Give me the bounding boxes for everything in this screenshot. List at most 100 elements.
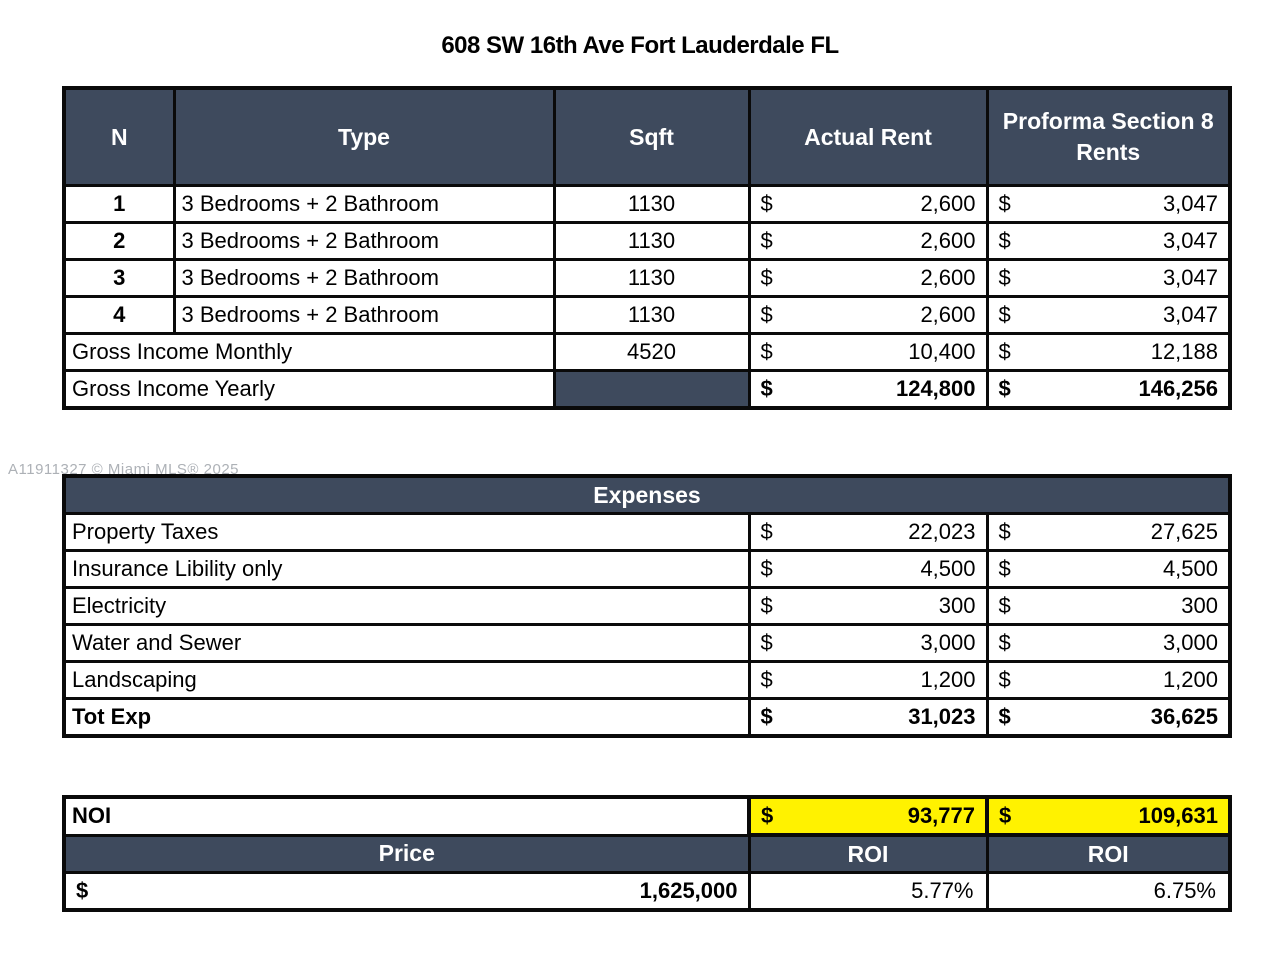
dollar-sign: $ [760, 630, 773, 655]
amount: 300 [1181, 593, 1218, 618]
dollar-sign: $ [760, 519, 773, 544]
expense-label: Property Taxes [62, 512, 751, 552]
roi-value-actual: 5.77% [747, 871, 989, 912]
expense-actual: $3,000 [747, 623, 989, 663]
dollar-sign: $ [760, 704, 773, 729]
expenses-title: Expenses [62, 474, 1232, 515]
amount: 27,625 [1150, 519, 1218, 544]
amount: 2,600 [920, 191, 976, 216]
dollar-sign: $ [761, 803, 774, 828]
dollar-sign: $ [998, 265, 1011, 290]
amount: 3,047 [1162, 191, 1218, 216]
dollar-sign: $ [998, 339, 1011, 364]
unit-proforma-rent: $3,047 [985, 295, 1232, 335]
amount: 4,500 [1162, 556, 1218, 581]
gross-monthly-proforma: $12,188 [985, 332, 1232, 372]
noi-label: NOI [62, 795, 751, 837]
unit-sqft: 1130 [552, 221, 751, 261]
dollar-sign: $ [760, 667, 773, 692]
gross-yearly-proforma: $146,256 [985, 369, 1232, 410]
dollar-sign: $ [760, 302, 773, 327]
roi-header-proforma: ROI [985, 833, 1232, 874]
unit-row-4: 4 3 Bedrooms + 2 Bathroom 1130 $2,600 $3… [62, 295, 1232, 335]
amount: 1,200 [1162, 667, 1218, 692]
total-expenses-proforma: $36,625 [985, 697, 1232, 738]
dollar-sign: $ [760, 593, 773, 618]
amount: 109,631 [1138, 803, 1218, 828]
amount: 22,023 [908, 519, 976, 544]
dollar-sign: $ [998, 519, 1011, 544]
price-roi-values-row: $1,625,000 5.77% 6.75% [62, 871, 1232, 912]
unit-type: 3 Bedrooms + 2 Bathroom [172, 295, 556, 335]
roi-header-actual: ROI [747, 833, 989, 874]
amount: 300 [938, 593, 976, 618]
expense-proforma: $27,625 [985, 512, 1232, 552]
dollar-sign: $ [760, 339, 773, 364]
amount: 10,400 [908, 339, 976, 364]
amount: 1,200 [920, 667, 976, 692]
expense-row-landscaping: Landscaping $1,200 $1,200 [62, 660, 1232, 700]
filled-dark-cell [552, 369, 751, 410]
amount: 31,023 [908, 704, 976, 729]
expense-row-electricity: Electricity $300 $300 [62, 586, 1232, 626]
expense-proforma: $1,200 [985, 660, 1232, 700]
gross-yearly-label: Gross Income Yearly [62, 369, 556, 410]
amount: 3,047 [1162, 302, 1218, 327]
expense-label: Electricity [62, 586, 751, 626]
amount: 3,000 [920, 630, 976, 655]
expenses-header-row: Expenses [62, 474, 1232, 515]
amount: 93,777 [907, 803, 975, 828]
noi-actual: $93,777 [747, 795, 989, 837]
price-header: Price [62, 833, 751, 874]
header-cell-n: N [62, 86, 176, 187]
unit-row-2: 2 3 Bedrooms + 2 Bathroom 1130 $2,600 $3… [62, 221, 1232, 261]
dollar-sign: $ [760, 556, 773, 581]
amount: 2,600 [920, 228, 976, 253]
rent-table-header-row: N Type Sqft Actual Rent Proforma Section… [62, 86, 1232, 187]
unit-actual-rent: $2,600 [747, 184, 989, 224]
expense-row-property-taxes: Property Taxes $22,023 $27,625 [62, 512, 1232, 552]
unit-type: 3 Bedrooms + 2 Bathroom [172, 221, 556, 261]
dollar-sign: $ [760, 191, 773, 216]
unit-sqft: 1130 [552, 295, 751, 335]
dollar-sign: $ [998, 376, 1011, 401]
price-value: $1,625,000 [62, 871, 751, 912]
gross-monthly-sqft: 4520 [552, 332, 751, 372]
amount: 2,600 [920, 265, 976, 290]
total-expenses-row: Tot Exp $31,023 $36,625 [62, 697, 1232, 738]
unit-number: 1 [62, 184, 176, 224]
amount: 4,500 [920, 556, 976, 581]
amount: 124,800 [895, 376, 976, 401]
dollar-sign: $ [760, 376, 773, 401]
unit-sqft: 1130 [552, 258, 751, 298]
total-expenses-label: Tot Exp [62, 697, 751, 738]
expense-label: Insurance Libility only [62, 549, 751, 589]
amount: 2,600 [920, 302, 976, 327]
dollar-sign: $ [999, 803, 1012, 828]
gross-income-monthly-row: Gross Income Monthly 4520 $10,400 $12,18… [62, 332, 1232, 372]
dollar-sign: $ [998, 302, 1011, 327]
noi-row: NOI $93,777 $109,631 [62, 795, 1232, 837]
noi-proforma: $109,631 [985, 795, 1232, 837]
expense-proforma: $3,000 [985, 623, 1232, 663]
dollar-sign: $ [998, 704, 1011, 729]
gross-income-yearly-row: Gross Income Yearly $124,800 $146,256 [62, 369, 1232, 410]
amount: 146,256 [1138, 376, 1218, 401]
unit-actual-rent: $2,600 [747, 295, 989, 335]
header-cell-sqft: Sqft [552, 86, 751, 187]
unit-sqft: 1130 [552, 184, 751, 224]
gross-monthly-label: Gross Income Monthly [62, 332, 556, 372]
rent-roll-table: N Type Sqft Actual Rent Proforma Section… [62, 86, 1232, 410]
dollar-sign: $ [998, 191, 1011, 216]
amount: 3,047 [1162, 265, 1218, 290]
dollar-sign: $ [998, 667, 1011, 692]
expense-actual: $300 [747, 586, 989, 626]
unit-actual-rent: $2,600 [747, 221, 989, 261]
gross-yearly-actual: $124,800 [747, 369, 989, 410]
summary-table: NOI $93,777 $109,631 Price ROI ROI $1,62… [62, 795, 1232, 912]
unit-number: 3 [62, 258, 176, 298]
dollar-sign: $ [998, 556, 1011, 581]
price-roi-header-row: Price ROI ROI [62, 833, 1232, 874]
header-cell-proforma-rent: Proforma Section 8 Rents [985, 86, 1232, 187]
header-cell-type: Type [172, 86, 556, 187]
